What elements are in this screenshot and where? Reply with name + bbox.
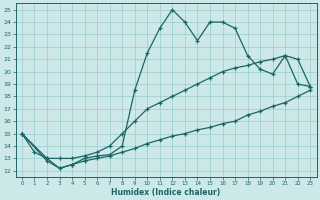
X-axis label: Humidex (Indice chaleur): Humidex (Indice chaleur) <box>111 188 221 197</box>
